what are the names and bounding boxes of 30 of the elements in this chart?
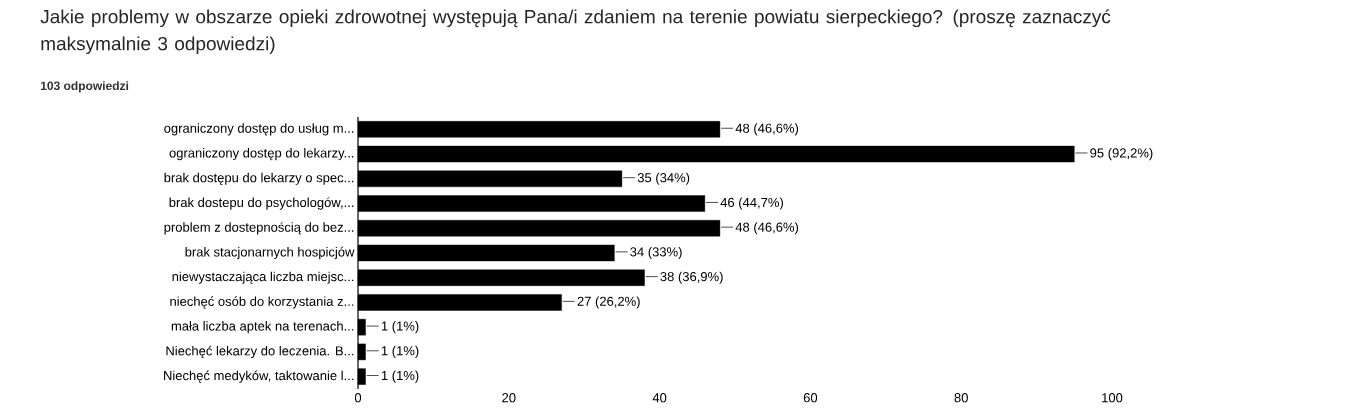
y-tick-label: niewystaczająca liczba miejsc... — [172, 271, 354, 284]
x-tick-label: 40 — [652, 393, 667, 403]
data-label: 34 (33%) — [630, 246, 682, 260]
data-label: 1 (1%) — [381, 370, 419, 383]
y-tick-label: brak dostępu do lekarzy o spec... — [164, 172, 354, 185]
y-tick-label: Niechęć lekarzy do leczenia. B... — [166, 345, 354, 359]
x-tick-label: 80 — [954, 393, 968, 403]
data-label: 48 (46,6%) — [735, 222, 799, 235]
data-label: 1 (1%) — [381, 321, 419, 334]
x-tick-label: 60 — [803, 393, 818, 403]
x-tick-label: 100 — [1102, 393, 1123, 403]
y-tick-label: mała liczba aptek na terenach... — [171, 321, 354, 334]
data-label: 27 (26,2%) — [577, 296, 640, 309]
y-tick-label: brak dostepu do psychologów,... — [169, 197, 354, 210]
text: 103 odpowiedzi — [40, 81, 129, 93]
y-tick-label: ograniczony dostęp do usług m... — [164, 123, 354, 136]
x-tick-label: 20 — [502, 393, 516, 403]
data-label: 46 (44,7%) — [720, 197, 783, 210]
data-label: 35 (34%) — [637, 172, 690, 185]
data-label: 95 (92,2%) — [1090, 148, 1153, 161]
data-label: 38 (36,9%) — [660, 271, 723, 284]
y-tick-label: ograniczony dostęp do lekarzy... — [169, 148, 354, 161]
data-label: 48 (46,6%) — [735, 123, 799, 136]
data-label: 1 (1%) — [381, 345, 419, 358]
x-tick-label: 0 — [354, 393, 362, 403]
y-tick-label: Niechęć medyków, taktowanie l... — [164, 370, 354, 383]
y-tick-label: niechęć osób do korzystania z... — [170, 296, 354, 309]
y-tick-label: brak stacjonarnych hospicjów — [185, 246, 355, 260]
chart-title: Jakie problemy w obszarze opieki zdrowotnej występują Pana/i zdaniem na terenie powiatu sierpeckiego? (proszę zaznaczyć maksymalnie 3 odpowiedzi) — [40, 9, 1111, 55]
y-tick-label: problem z dostepnością do bez... — [164, 222, 354, 235]
